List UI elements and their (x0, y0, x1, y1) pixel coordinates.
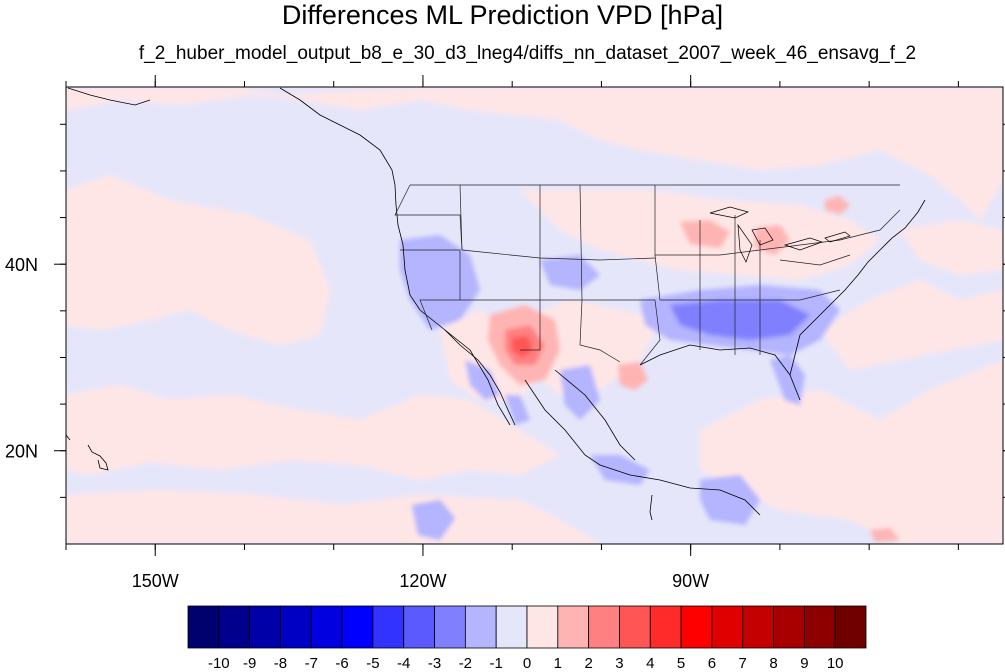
lon-tick-label: 150W (132, 571, 179, 591)
colorbar-box (803, 605, 836, 649)
colorbar-label: -2 (459, 655, 472, 672)
colorbar-box (742, 605, 774, 649)
colorbar-label: 9 (800, 655, 808, 672)
colorbar-label: -9 (243, 655, 256, 672)
colorbar-box (249, 605, 281, 649)
colorbar-label: 3 (615, 655, 623, 672)
lat-tick-label: 40N (5, 255, 38, 275)
colorbar-label: -5 (366, 655, 379, 672)
colorbar-label: -8 (274, 655, 287, 672)
colorbar-label: -3 (428, 655, 441, 672)
map-subtitle: f_2_huber_model_output_b8_e_30_d3_lneg4/… (138, 43, 917, 64)
colorbar-label: -1 (490, 655, 503, 672)
colorbar-box (649, 605, 682, 649)
colorbar-label: -4 (397, 655, 410, 672)
colorbar-label: 0 (523, 655, 531, 672)
colorbar-box (341, 605, 374, 649)
positive-hotspots (488, 196, 900, 542)
colorbar-label: 5 (677, 655, 685, 672)
lon-tick-label: 90W (672, 571, 709, 591)
colorbar-box (526, 605, 559, 649)
map-frame (65, 86, 1004, 545)
colorbar-box (403, 605, 435, 649)
colorbar-label: -7 (305, 655, 318, 672)
great-lakes (709, 206, 851, 263)
pink-ocean-anomalies (66, 88, 1003, 544)
colorbar: -10 -9 -8 -7 -6 -5 -4 -3 -2 -1 0 1 2 3 4 5 6 7 8 9 10 (187, 605, 867, 672)
colorbar-box (588, 605, 620, 649)
colorbar-label: 8 (769, 655, 777, 672)
colorbar-box (680, 605, 713, 649)
colorbar-box (310, 605, 343, 649)
colorbar-box (464, 605, 497, 649)
colorbar-label: 2 (584, 655, 592, 672)
colorbar-box (187, 605, 220, 649)
colorbar-label: -10 (208, 655, 230, 672)
colorbar-label: 4 (646, 655, 654, 672)
lon-tick-label: 120W (399, 571, 446, 591)
colorbar-label: -6 (335, 655, 348, 672)
colorbar-box (495, 605, 528, 649)
colorbar-box (434, 605, 466, 649)
map-title: Differences ML Prediction VPD [hPa] (281, 0, 724, 30)
colorbar-box (280, 605, 312, 649)
colorbar-box (218, 605, 251, 649)
colorbar-box (619, 605, 651, 649)
colorbar-box (773, 605, 805, 649)
colorbar-label: 7 (739, 655, 747, 672)
colorbar-box (372, 605, 405, 649)
colorbar-box (711, 605, 744, 649)
colorbar-box (557, 605, 590, 649)
colorbar-label: 6 (708, 655, 716, 672)
map-field (66, 87, 1003, 544)
map-ticks: 150W 120W 90W 40N 20N (5, 75, 1005, 591)
colorbar-label: 10 (827, 655, 844, 672)
colorbar-box (834, 605, 867, 649)
us-state-boundaries (394, 184, 901, 366)
colorbar-label: 1 (554, 655, 562, 672)
lat-tick-label: 20N (5, 442, 38, 462)
